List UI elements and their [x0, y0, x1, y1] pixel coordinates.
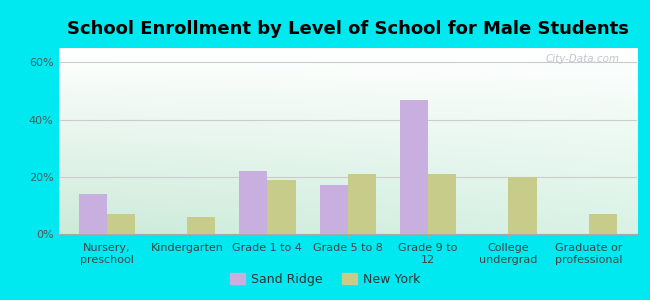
Bar [187, 217, 215, 234]
Bar [267, 180, 296, 234]
Bar [589, 214, 617, 234]
Bar [348, 174, 376, 234]
Bar [107, 214, 135, 234]
Bar [239, 171, 267, 234]
Bar [320, 185, 348, 234]
Title: School Enrollment by Level of School for Male Students: School Enrollment by Level of School for… [67, 20, 629, 38]
Bar [400, 100, 428, 234]
Legend: Sand Ridge, New York: Sand Ridge, New York [225, 268, 425, 291]
Bar [79, 194, 107, 234]
Text: City-Data.com: City-Data.com [545, 54, 619, 64]
Bar [428, 174, 456, 234]
Bar [508, 177, 536, 234]
